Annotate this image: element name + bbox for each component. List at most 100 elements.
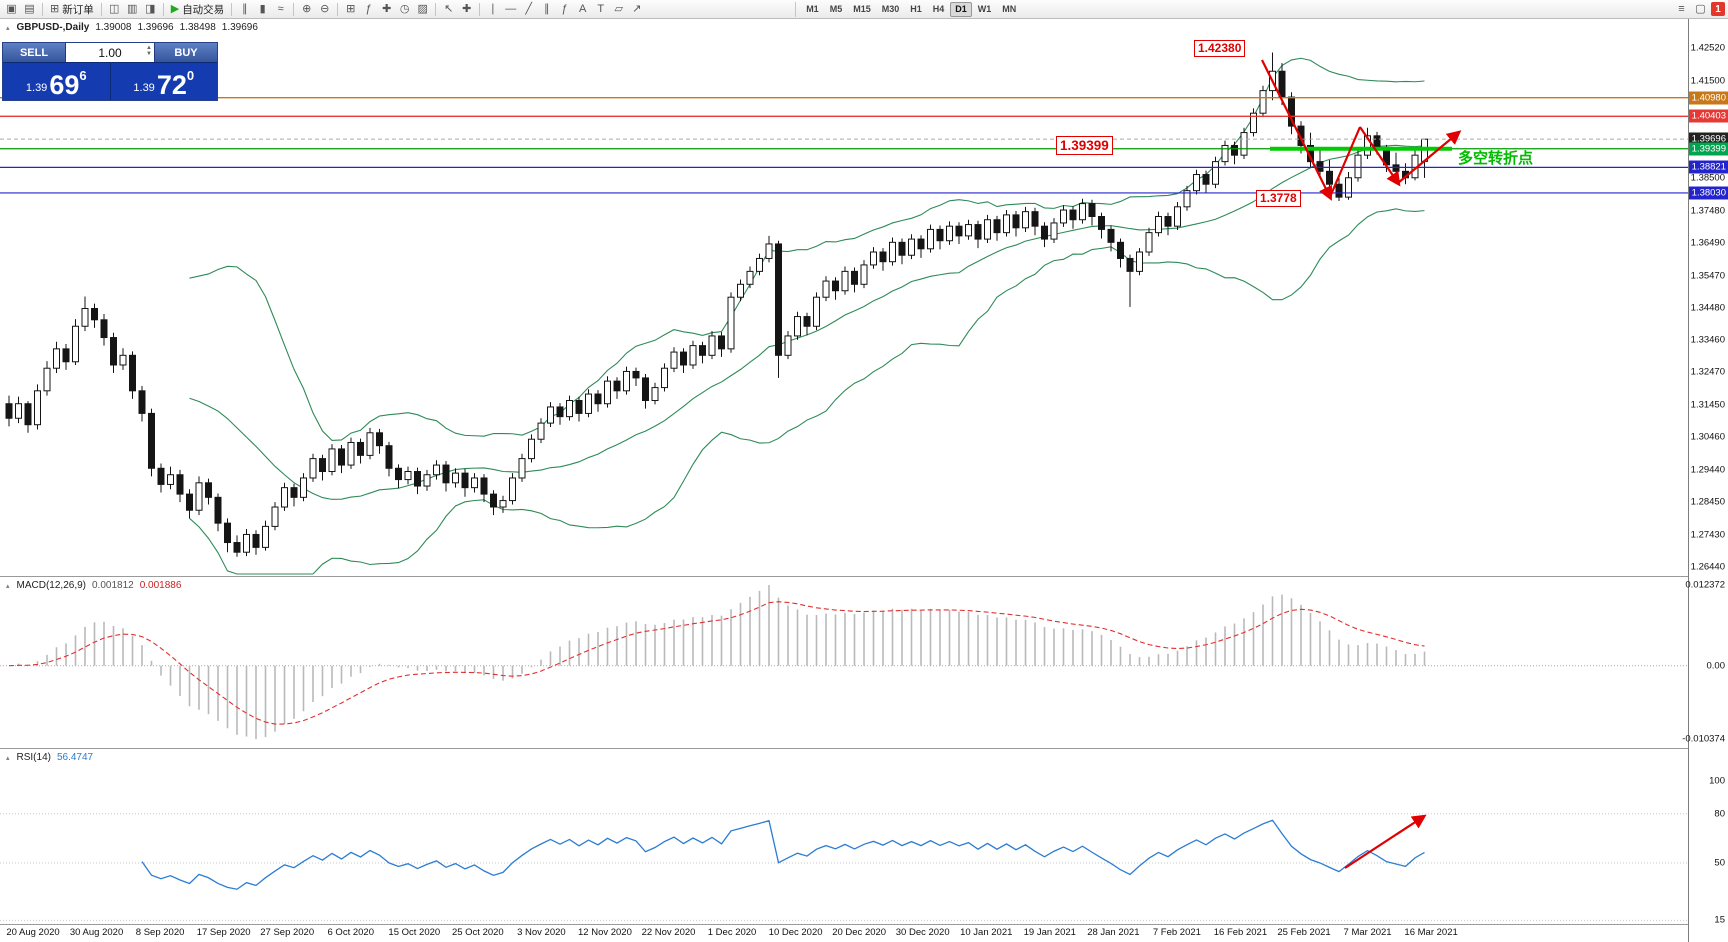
- tile-windows-icon[interactable]: ⊞: [342, 1, 359, 17]
- pane-divider-macd[interactable]: [0, 576, 1688, 577]
- low-price-label[interactable]: 1.3778: [1256, 190, 1301, 207]
- pivot-price-label[interactable]: 1.39399: [1056, 136, 1113, 155]
- autotrading-button[interactable]: ▶ 自动交易: [168, 1, 227, 17]
- navigator-icon: ▥: [127, 2, 138, 15]
- arrow-tool-icon[interactable]: ↗: [628, 1, 645, 17]
- pane-divider-rsi[interactable]: [0, 748, 1688, 749]
- volume-stepper[interactable]: ▲ ▼: [146, 45, 152, 57]
- buy-button[interactable]: BUY: [155, 43, 217, 62]
- rsi-scale-label: 15: [1714, 914, 1725, 926]
- volume-value: 1.00: [98, 45, 122, 60]
- date-label: 1 Dec 2020: [707, 927, 757, 938]
- sell-price-big: 69: [49, 70, 80, 101]
- time-periods-icon[interactable]: ◷: [396, 1, 413, 17]
- line-chart-icon[interactable]: ≈: [272, 1, 289, 17]
- crosshair-icon: ✚: [462, 2, 472, 15]
- zoom-in-icon[interactable]: ⊕: [298, 1, 315, 17]
- date-label: 16 Mar 2021: [1404, 927, 1458, 938]
- chart-templates-button[interactable]: ≡: [1673, 1, 1690, 17]
- macd-scale-label: 0.012372: [1685, 579, 1725, 591]
- vertical-line-icon[interactable]: ∣: [484, 1, 501, 17]
- shapes-icon[interactable]: ▱: [610, 1, 627, 17]
- buy-price[interactable]: 1.39 72 0: [110, 63, 217, 100]
- indicator-add-icon: ✚: [382, 2, 392, 15]
- date-label: 19 Jan 2021: [1023, 927, 1076, 938]
- text-icon[interactable]: A: [574, 1, 591, 17]
- price-scale-label: 1.32470: [1690, 366, 1725, 378]
- timeframe-mn-button[interactable]: MN: [1002, 4, 1017, 14]
- crosshair-icon[interactable]: ✚: [458, 1, 475, 17]
- tile-windows-icon: ⊞: [346, 2, 356, 15]
- equidistant-channel-icon[interactable]: ∥: [538, 1, 555, 17]
- toolbar-separator: [435, 2, 437, 16]
- date-label: 28 Jan 2021: [1087, 927, 1140, 938]
- chart-templates-icon: ≡: [1678, 2, 1685, 15]
- one-click-trading-panel: SELL 1.00 ▲ ▼ BUY 1.39 69 6 1.39 72 0: [2, 42, 218, 101]
- sell-button[interactable]: SELL: [3, 43, 65, 62]
- new-order-button[interactable]: ⊞ 新订单: [47, 1, 97, 17]
- date-label: 25 Oct 2020: [451, 927, 504, 938]
- toolbar-groups: ▣ ▤ ⊞ 新订单 ◫ ▥ ◨ ▶ 自动交易 ∥ ▮ ≈ ⊕ ⊖ ⊞ ƒ ✚ ◷ ▨ ↖ ✚ ∣ ― ╱ ∥ ƒ A T ▱ ↗: [3, 1, 645, 17]
- terminal-icon: ◨: [145, 2, 156, 15]
- horizontal-line-icon[interactable]: ―: [502, 1, 519, 17]
- sell-price-sup: 6: [79, 68, 87, 83]
- date-label: 10 Jan 2021: [960, 927, 1013, 938]
- shapes-icon: ▱: [614, 2, 623, 15]
- chart-profiles-icon[interactable]: ▤: [21, 1, 38, 17]
- price-axis[interactable]: 1.42520 1.41500 1.38500 1.37480 1.36490 1.354…: [1682, 19, 1728, 942]
- rsi-scale-label: 50: [1714, 857, 1725, 869]
- date-label: 16 Feb 2021: [1213, 927, 1268, 938]
- date-label: 8 Sep 2020: [135, 927, 185, 938]
- zoom-out-icon[interactable]: ⊖: [316, 1, 333, 17]
- fibonacci-icon[interactable]: ƒ: [556, 1, 573, 17]
- timeframe-d1-button[interactable]: D1: [950, 1, 972, 17]
- turning-point-note[interactable]: 多空转折点: [1458, 150, 1534, 167]
- terminal-icon[interactable]: ◨: [142, 1, 159, 17]
- text-icon: A: [579, 2, 587, 15]
- date-label: 10 Dec 2020: [768, 927, 823, 938]
- candlestick-chart-icon[interactable]: ▮: [254, 1, 271, 17]
- chart-window-icon: ▢: [1695, 2, 1706, 15]
- trendline-icon[interactable]: ╱: [520, 1, 537, 17]
- timeframe-h4-button[interactable]: H4: [932, 4, 945, 14]
- volume-input[interactable]: 1.00 ▲ ▼: [65, 43, 155, 62]
- date-label: 7 Mar 2021: [1343, 927, 1392, 938]
- templates-icon[interactable]: ▨: [414, 1, 431, 17]
- bar-chart-icon[interactable]: ∥: [236, 1, 253, 17]
- new-chart-icon: ▣: [6, 2, 17, 15]
- label-icon: T: [597, 2, 605, 15]
- navigator-icon[interactable]: ▥: [124, 1, 141, 17]
- notification-badge[interactable]: 1: [1711, 2, 1725, 16]
- vertical-line-icon: ∣: [489, 2, 496, 15]
- timeframe-m5-button[interactable]: M5: [829, 4, 843, 14]
- toolbar-separator: [231, 2, 233, 16]
- chart-window-button[interactable]: ▢: [1692, 1, 1709, 17]
- timeframe-w1-button[interactable]: W1: [977, 4, 992, 14]
- timeframe-m30-button[interactable]: M30: [881, 4, 900, 14]
- timeframe-m15-button[interactable]: M15: [853, 4, 871, 14]
- volume-up-icon[interactable]: ▲: [146, 45, 152, 51]
- horizontal-line-icon: ―: [505, 2, 517, 15]
- timeframe-m1-button[interactable]: M1: [806, 4, 819, 14]
- peak-price-label[interactable]: 1.42380: [1194, 40, 1246, 57]
- cursor-icon[interactable]: ↖: [440, 1, 457, 17]
- new-chart-icon[interactable]: ▣: [3, 1, 20, 17]
- volume-down-icon[interactable]: ▼: [146, 51, 152, 57]
- date-label: 27 Sep 2020: [260, 927, 315, 938]
- toolbar: ▣ ▤ ⊞ 新订单 ◫ ▥ ◨ ▶ 自动交易 ∥ ▮ ≈ ⊕ ⊖ ⊞ ƒ ✚ ◷ ▨ ↖ ✚ ∣ ― ╱ ∥ ƒ A T ▱ ↗ M1 M5…: [0, 0, 1728, 19]
- label-icon[interactable]: T: [592, 1, 609, 17]
- price-scale-label: 1.33460: [1690, 334, 1725, 346]
- indicators-icon[interactable]: ƒ: [360, 1, 377, 17]
- date-label: 12 Nov 2020: [578, 927, 632, 938]
- trendline-icon: ╱: [525, 2, 532, 15]
- timeframe-h1-button[interactable]: H1: [910, 4, 922, 14]
- time-axis[interactable]: 20 Aug 2020 30 Aug 2020 8 Sep 2020 17 Sep 2…: [0, 924, 1688, 942]
- chart-ohlc-header: GBPUSD-,Daily 1.39008 1.39696 1.38498 1.…: [6, 22, 258, 33]
- sell-price[interactable]: 1.39 69 6: [3, 63, 110, 100]
- price-scale-label: 1.37480: [1690, 205, 1725, 217]
- market-watch-icon[interactable]: ◫: [106, 1, 123, 17]
- indicator-add-icon[interactable]: ✚: [378, 1, 395, 17]
- price-scale-label: 1.28450: [1690, 496, 1725, 508]
